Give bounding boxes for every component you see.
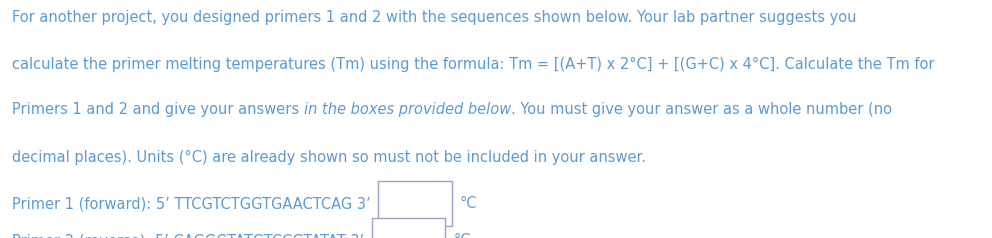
Text: decimal places). Units (°C) are already shown so must not be included in your an: decimal places). Units (°C) are already …	[12, 150, 646, 165]
Bar	[372, 218, 445, 238]
Text: Primers 1 and 2 and give your answers: Primers 1 and 2 and give your answers	[12, 102, 304, 117]
Text: °C: °C	[453, 233, 471, 238]
Text: For another project, you designed primers 1 and 2 with the sequences shown below: For another project, you designed primer…	[12, 10, 856, 25]
Text: °C: °C	[460, 196, 477, 211]
Text: Primer 2 (reverse): 5’ CAGGGTATGTCCGTATAT 3’: Primer 2 (reverse): 5’ CAGGGTATGTCCGTATA…	[12, 233, 364, 238]
Text: in the boxes provided below: in the boxes provided below	[304, 102, 511, 117]
Text: calculate the primer melting temperatures (Tm) using the formula: Tm = [(A+T) x : calculate the primer melting temperature…	[12, 57, 934, 72]
Text: . You must give your answer as a whole number (no: . You must give your answer as a whole n…	[511, 102, 892, 117]
Bar	[379, 181, 452, 227]
Text: Primer 1 (forward): 5’ TTCGTCTGGTGAACTCAG 3’: Primer 1 (forward): 5’ TTCGTCTGGTGAACTCA…	[12, 196, 371, 211]
